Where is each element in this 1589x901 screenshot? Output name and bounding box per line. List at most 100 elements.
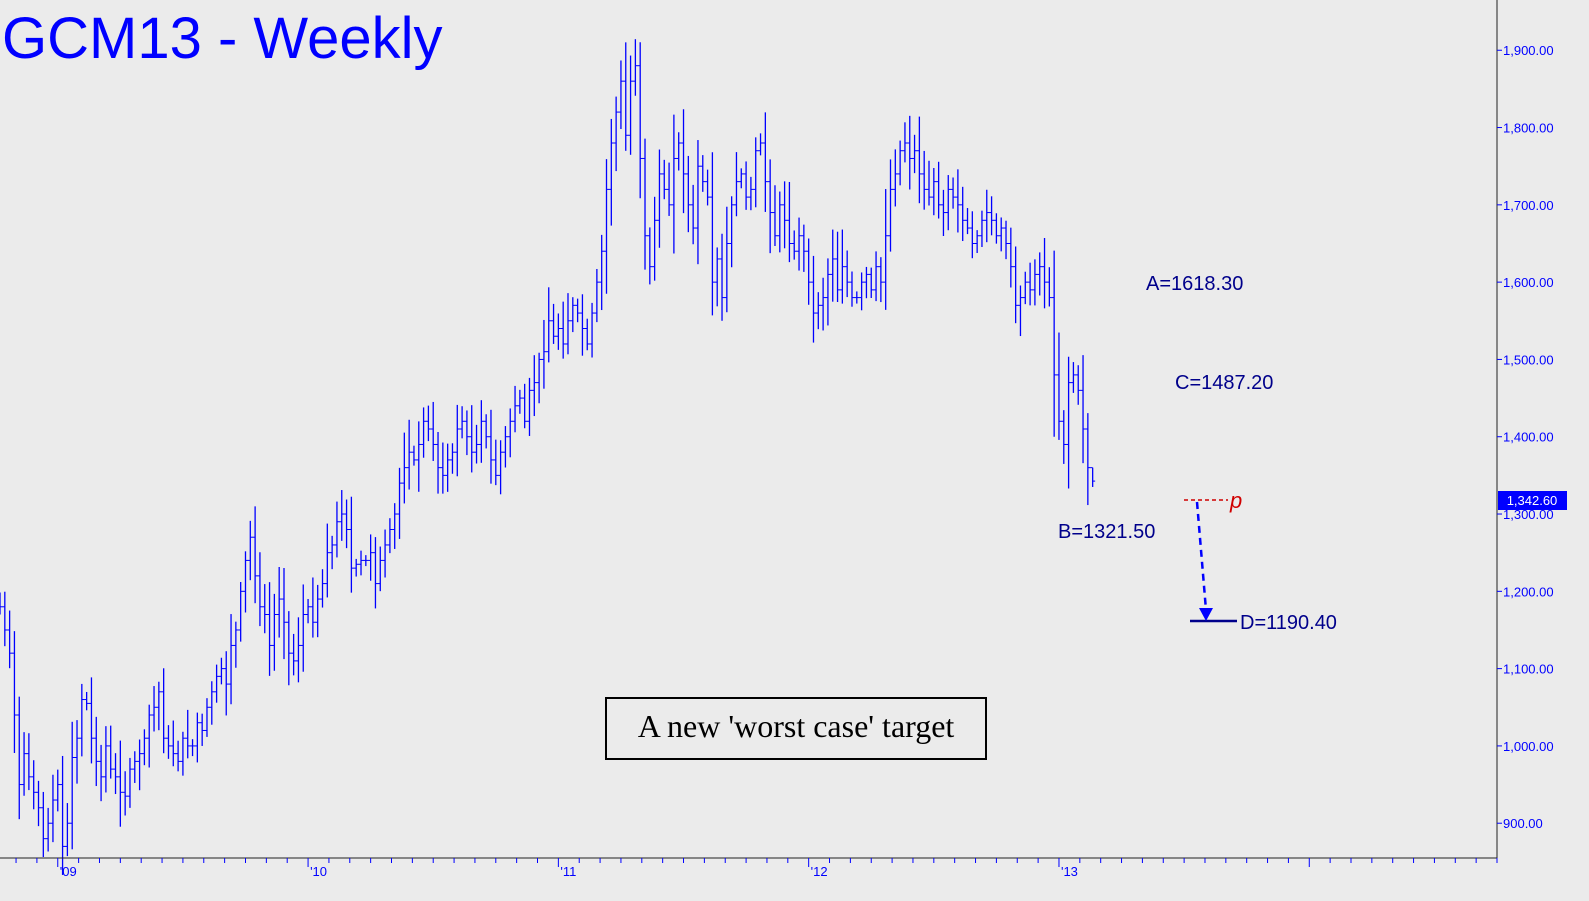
price-bar — [372, 537, 378, 609]
price-bar — [161, 668, 167, 754]
price-bar — [647, 227, 653, 285]
price-bar — [435, 432, 441, 494]
price-bar — [377, 546, 383, 592]
price-bar — [526, 377, 532, 436]
price-bar — [517, 389, 523, 414]
price-bar — [64, 803, 70, 857]
price-bar — [21, 732, 27, 796]
price-bar — [628, 55, 634, 155]
price-bar — [397, 467, 403, 539]
y-tick-label: 1,900.00 — [1503, 43, 1554, 58]
price-bar — [551, 303, 557, 344]
price-bar — [594, 268, 600, 323]
price-bar — [507, 408, 513, 458]
price-bar — [281, 568, 287, 660]
price-bar — [1085, 413, 1091, 506]
y-tick-label: 1,500.00 — [1503, 352, 1554, 367]
point-b-label: B=1321.50 — [1058, 521, 1155, 543]
price-bar — [103, 726, 109, 793]
price-bar — [916, 116, 922, 204]
price-bar — [690, 184, 696, 245]
price-bar — [878, 257, 884, 303]
price-bar — [488, 409, 494, 484]
last-price-value: 1,342.60 — [1507, 493, 1558, 508]
price-bar — [151, 686, 157, 732]
price-bar — [892, 149, 898, 207]
price-bar — [1008, 227, 1014, 288]
price-bar — [291, 633, 297, 676]
price-bar — [199, 713, 205, 746]
price-bar — [233, 621, 239, 668]
price-bar — [464, 410, 470, 456]
price-bar — [652, 196, 658, 281]
price-bar — [676, 132, 682, 171]
price-bar — [681, 109, 687, 214]
price-bar — [344, 499, 350, 549]
price-bar — [965, 208, 971, 235]
price-bar — [642, 138, 648, 270]
price-bar — [122, 771, 128, 816]
price-bar — [777, 191, 783, 253]
price-bar — [474, 424, 480, 464]
price-bar — [758, 133, 764, 156]
price-bar — [743, 161, 749, 210]
price-bar — [483, 414, 489, 449]
price-bar — [93, 716, 99, 787]
price-bar — [579, 294, 585, 356]
y-tick-label: 1,300.00 — [1503, 507, 1554, 522]
price-bar — [984, 189, 990, 243]
price-bar — [1013, 246, 1019, 324]
price-bar — [430, 401, 436, 461]
price-bar — [262, 584, 268, 634]
x-tick-label: '11 — [560, 864, 576, 879]
price-bar — [40, 791, 46, 858]
price-bar — [666, 162, 672, 216]
price-bar — [449, 443, 455, 474]
projection-arrow-line — [1195, 501, 1208, 611]
point-c-label: C=1487.20 — [1175, 372, 1273, 394]
price-bar — [560, 301, 566, 359]
price-bar — [810, 255, 816, 343]
price-bar — [165, 725, 171, 759]
price-bar — [815, 292, 821, 330]
price-bar — [392, 503, 398, 549]
price-bar — [305, 599, 311, 624]
price-bar — [329, 535, 335, 570]
price-bar — [955, 169, 961, 233]
price-bar — [748, 176, 754, 211]
price-bar — [883, 189, 889, 310]
price-bar — [339, 490, 345, 541]
price-bar — [334, 501, 340, 558]
price-bar — [1056, 332, 1062, 440]
price-bar — [425, 405, 431, 442]
price-bar — [1061, 410, 1067, 464]
price-bar — [772, 185, 778, 247]
price-bar — [830, 229, 836, 302]
price-bar — [69, 721, 75, 850]
price-bar — [223, 651, 229, 716]
price-bar — [36, 780, 42, 827]
price-bar — [575, 298, 581, 323]
price-bar — [969, 211, 975, 259]
last-price-tag: 1,342.60 — [1498, 491, 1567, 510]
price-bar — [1046, 267, 1052, 307]
price-bar — [2, 591, 8, 647]
projection-arrowhead — [1199, 608, 1213, 621]
annotation-box-text: A new 'worst case' target — [638, 708, 955, 744]
price-bar — [873, 251, 879, 302]
price-bar — [353, 558, 359, 577]
price-bar — [204, 698, 210, 737]
chart-title: GCM13 - Weekly — [2, 6, 442, 71]
price-bar — [137, 739, 143, 791]
price-bar — [74, 720, 80, 784]
y-tick-label: 1,600.00 — [1503, 275, 1554, 290]
price-bar — [700, 155, 706, 192]
price-bar — [1032, 259, 1038, 306]
price-bar — [31, 760, 37, 810]
price-bar — [767, 159, 773, 254]
price-bar — [531, 355, 537, 417]
price-bar — [897, 140, 903, 186]
price-bar — [498, 440, 504, 495]
